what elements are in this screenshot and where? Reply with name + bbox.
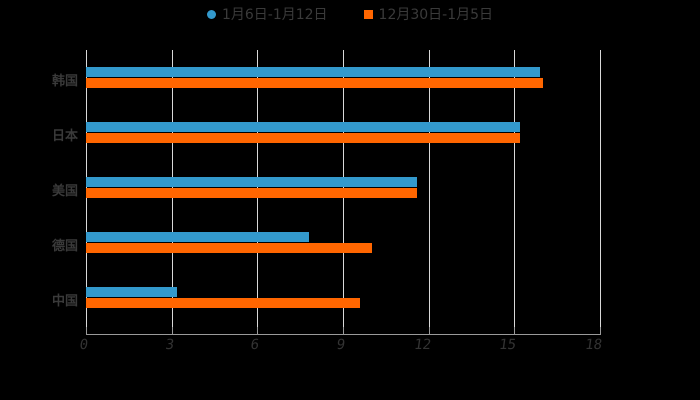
legend-dot-icon <box>206 9 216 19</box>
bar[interactable] <box>86 133 521 143</box>
x-tick-label: 6 <box>249 337 261 353</box>
gridline <box>514 50 515 327</box>
bar[interactable] <box>86 287 178 297</box>
bar[interactable] <box>86 298 361 308</box>
category-label: 日本 <box>51 129 78 144</box>
chart-legend: 1月6日-1月12日 12月30日-1月5日 <box>0 4 700 24</box>
axis-tick <box>343 327 344 335</box>
bar[interactable] <box>86 122 521 132</box>
axis-tick <box>429 327 430 335</box>
bar[interactable] <box>86 188 418 198</box>
legend-label: 1月6日-1月12日 <box>221 7 328 23</box>
plot-area: 0 3 6 9 12 15 18 <box>78 50 603 353</box>
x-tick-label: 9 <box>335 337 347 353</box>
x-tick-label: 3 <box>164 337 176 353</box>
axis-tick <box>86 327 87 335</box>
legend-item-series-2[interactable]: 12月30日-1月5日 <box>363 4 494 24</box>
x-tick-label: 18 <box>584 337 604 353</box>
legend-square-icon <box>363 9 373 19</box>
axis-tick <box>172 327 173 335</box>
axis-tick <box>600 327 601 335</box>
gridline <box>429 50 430 327</box>
x-tick-label: 15 <box>498 337 518 353</box>
category-label: 美国 <box>51 184 78 199</box>
legend-item-series-1[interactable]: 1月6日-1月12日 <box>206 4 328 24</box>
gridline <box>600 50 601 327</box>
x-tick-label: 0 <box>78 337 90 353</box>
axis-tick <box>257 327 258 335</box>
category-label: 韩国 <box>51 74 78 89</box>
bar[interactable] <box>86 67 541 77</box>
bar[interactable] <box>86 232 309 242</box>
bar[interactable] <box>86 243 372 253</box>
x-axis-line <box>86 334 601 335</box>
x-tick-label: 12 <box>413 337 433 353</box>
category-label: 德国 <box>51 239 78 254</box>
category-label: 中国 <box>51 294 78 309</box>
axis-tick <box>514 327 515 335</box>
bar[interactable] <box>86 78 543 88</box>
bar[interactable] <box>86 177 418 187</box>
legend-label: 12月30日-1月5日 <box>378 7 494 23</box>
